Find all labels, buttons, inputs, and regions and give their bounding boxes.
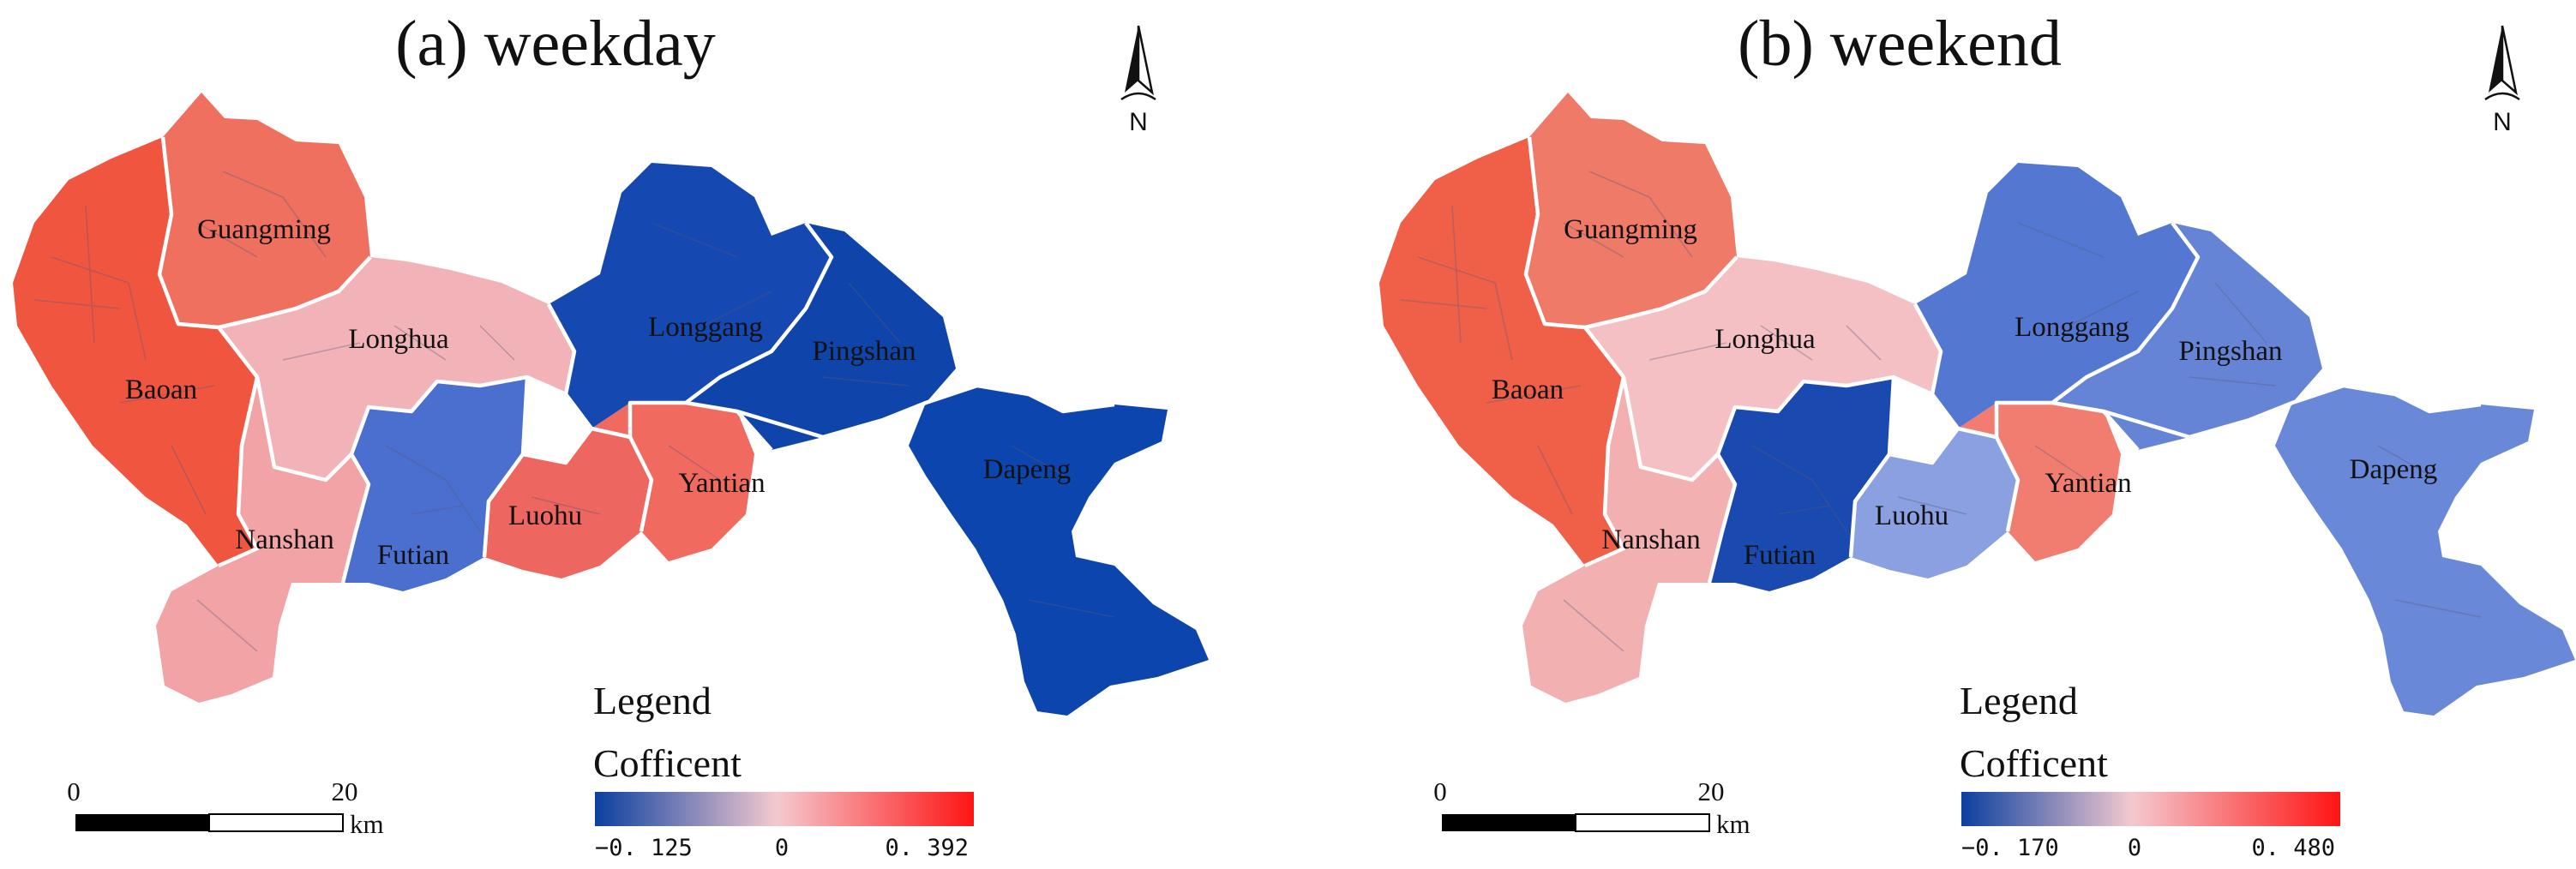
district-longgang (1915, 163, 2198, 429)
panel-weekday: (a) weekday N (13, 8, 1209, 861)
district-nanshan (156, 377, 369, 703)
label-pingshan: Pingshan (812, 336, 916, 367)
label-futian: Futian (377, 540, 449, 571)
legend: Legend Cofficent −0. 125 0 0. 392 (593, 679, 974, 861)
label-yantian: Yantian (678, 468, 765, 499)
district-luohu (1851, 429, 2018, 578)
label-nanshan: Nanshan (1601, 524, 1700, 555)
panel-weekend: (b) weekend N (1379, 8, 2575, 861)
scale-unit: km (350, 809, 384, 839)
scale-segment-black (75, 814, 209, 831)
district-luohu (484, 429, 652, 578)
legend-title: Legend (1960, 679, 2078, 722)
label-guangming: Guangming (1564, 214, 1697, 245)
district-yantian (591, 403, 754, 561)
district-longhua (1585, 257, 1941, 480)
district-labels: Guangming Longhua Baoan Nanshan Futian L… (1492, 214, 2437, 571)
district-boundaries (157, 136, 1115, 584)
scale-end-label: 20 (1698, 776, 1725, 806)
scale-segment-white (1575, 813, 1710, 832)
label-longhua: Longhua (348, 324, 449, 355)
legend-title: Legend (593, 679, 712, 722)
label-dapeng: Dapeng (2350, 454, 2438, 485)
scale-bar: 0 20 km (67, 776, 383, 839)
district-pingshan (686, 223, 956, 450)
district-labels: Guangming Longhua Baoan Nanshan Futian L… (125, 214, 1071, 571)
scale-unit: km (1716, 809, 1750, 839)
legend-subtitle: Cofficent (1960, 741, 2108, 785)
district-futian (343, 377, 527, 591)
district-baoan (13, 137, 257, 566)
district-map (1379, 93, 2575, 716)
north-label: N (2493, 108, 2512, 136)
legend-min-label: −0. 125 (595, 835, 693, 861)
legend-subtitle: Cofficent (593, 741, 742, 785)
district-boundaries (1523, 136, 2482, 584)
district-guangming (159, 93, 370, 327)
district-nanshan (1522, 377, 1735, 703)
legend-colorbar (595, 792, 974, 826)
legend-mid-label: 0 (2128, 835, 2141, 861)
label-longgang: Longgang (2015, 312, 2129, 343)
district-futian (1709, 377, 1894, 591)
label-longhua: Longhua (1714, 324, 1816, 355)
district-map (13, 93, 1209, 716)
scale-start-label: 0 (1433, 776, 1447, 806)
scale-segment-white (208, 813, 344, 832)
label-baoan: Baoan (125, 375, 197, 405)
scale-start-label: 0 (67, 776, 81, 806)
label-yantian: Yantian (2045, 468, 2131, 499)
legend-colorbar (1961, 792, 2340, 826)
scale-segment-black (1442, 814, 1576, 831)
subdistrict-lines (1400, 171, 2482, 652)
label-guangming: Guangming (197, 214, 331, 245)
district-dapeng (2275, 386, 2575, 716)
district-yantian (1958, 403, 2121, 561)
label-baoan: Baoan (1492, 375, 1564, 405)
north-label: N (1129, 108, 1148, 136)
subdistrict-lines (33, 171, 1115, 652)
district-longgang (549, 163, 832, 429)
north-arrow-icon: N (2484, 25, 2520, 136)
label-nanshan: Nanshan (235, 524, 333, 555)
label-luohu: Luohu (1875, 500, 1949, 531)
district-pingshan (2052, 223, 2322, 450)
north-arrow-icon: N (1120, 25, 1156, 136)
label-futian: Futian (1744, 540, 1816, 571)
scale-bar: 0 20 km (1433, 776, 1750, 839)
label-luohu: Luohu (508, 500, 582, 531)
district-baoan (1379, 137, 1624, 566)
legend-min-label: −0. 170 (1961, 835, 2059, 861)
panel-title: (b) weekend (1738, 8, 2062, 80)
district-longhua (219, 257, 574, 480)
label-dapeng: Dapeng (983, 454, 1072, 485)
district-guangming (1526, 93, 1737, 327)
label-pingshan: Pingshan (2178, 336, 2282, 367)
legend-mid-label: 0 (775, 835, 789, 861)
scale-end-label: 20 (332, 776, 358, 806)
district-dapeng (909, 386, 1209, 716)
legend-max-label: 0. 392 (885, 835, 969, 861)
legend-max-label: 0. 480 (2251, 835, 2335, 861)
label-longgang: Longgang (648, 312, 763, 343)
legend: Legend Cofficent −0. 170 0 0. 480 (1960, 679, 2340, 861)
panel-title: (a) weekday (395, 8, 715, 80)
